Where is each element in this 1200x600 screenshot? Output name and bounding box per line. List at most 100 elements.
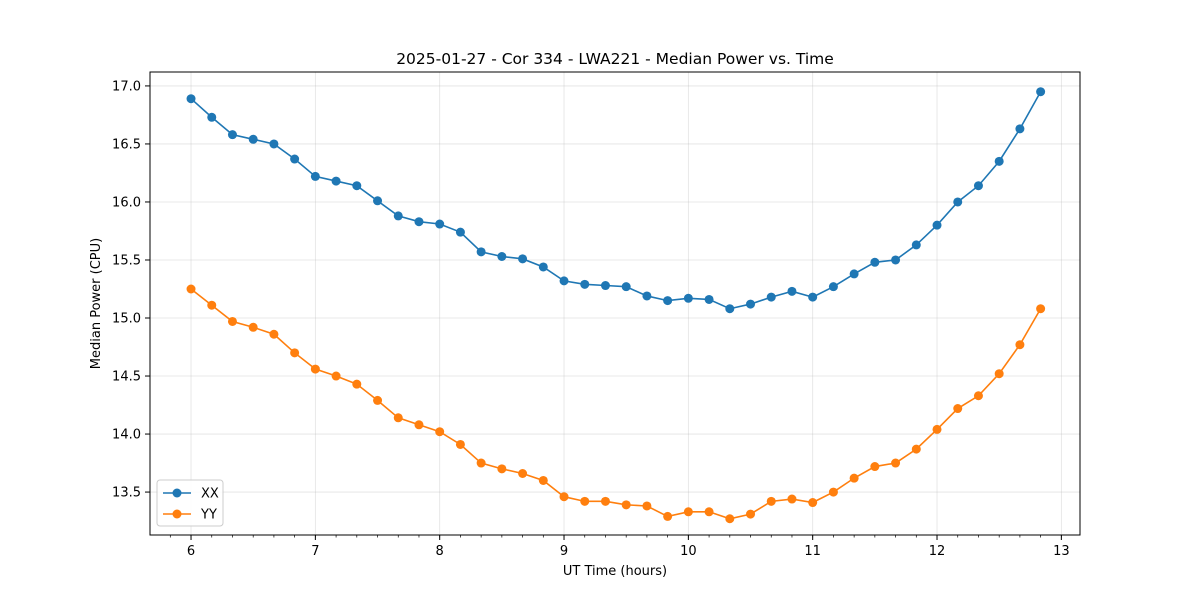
- data-point-xx: [497, 252, 507, 262]
- x-axis-label: UT Time (hours): [563, 564, 667, 579]
- data-point-xx: [476, 247, 486, 257]
- data-point-xx: [414, 217, 424, 227]
- chart-title: 2025-01-27 - Cor 334 - LWA221 - Median P…: [396, 50, 834, 68]
- data-point-xx: [1015, 124, 1025, 134]
- data-point-yy: [435, 427, 445, 437]
- x-tick-label: 8: [436, 544, 444, 559]
- data-point-xx: [600, 281, 610, 291]
- data-point-yy: [207, 300, 217, 310]
- data-point-yy: [538, 475, 548, 485]
- data-point-yy: [704, 507, 714, 517]
- data-point-yy: [994, 369, 1004, 379]
- data-point-xx: [559, 276, 569, 286]
- data-point-xx: [994, 156, 1004, 166]
- x-tick-label: 11: [804, 544, 821, 559]
- data-point-xx: [310, 171, 320, 181]
- legend: XX YY: [156, 479, 224, 527]
- data-point-xx: [455, 227, 465, 237]
- data-point-xx: [766, 292, 776, 302]
- series-line-xx: [190, 91, 1042, 310]
- data-point-xx: [746, 299, 756, 309]
- data-point-xx: [538, 262, 548, 272]
- data-point-yy: [227, 316, 237, 326]
- x-tick-label: 12: [929, 544, 946, 559]
- x-tick-label: 10: [680, 544, 697, 559]
- data-point-yy: [932, 424, 942, 434]
- x-tick-label: 13: [1053, 544, 1070, 559]
- data-point-yy: [186, 284, 196, 294]
- data-point-yy: [621, 500, 631, 510]
- data-point-yy: [891, 458, 901, 468]
- y-tick-label: 15.5: [112, 253, 141, 268]
- data-point-yy: [352, 379, 362, 389]
- x-axis-ticks: 6 7 8 9 10 11 12 13: [169, 535, 1070, 559]
- data-point-xx: [352, 181, 362, 191]
- grid: [150, 72, 1080, 535]
- data-point-yy: [373, 395, 383, 405]
- data-point-xx: [373, 196, 383, 206]
- data-point-yy: [414, 420, 424, 430]
- y-tick-label: 16.0: [112, 195, 141, 210]
- data-point-xx: [621, 282, 631, 292]
- data-point-yy: [973, 391, 983, 401]
- y-axis-ticks: 13.5 14.0 14.5 15.0 15.5 16.0 16.5 17.0: [112, 79, 150, 501]
- x-tick-label: 9: [560, 544, 568, 559]
- series-line-yy: [190, 288, 1042, 520]
- data-point-yy: [559, 492, 569, 502]
- data-point-xx: [435, 219, 445, 229]
- data-point-xx: [911, 240, 921, 250]
- data-point-yy: [808, 498, 818, 508]
- data-point-yy: [1015, 340, 1025, 350]
- data-point-yy: [849, 473, 859, 483]
- data-point-xx: [808, 292, 818, 302]
- y-tick-label: 13.5: [112, 486, 141, 501]
- data-point-xx: [186, 94, 196, 104]
- data-point-yy: [683, 507, 693, 517]
- data-point-yy: [497, 464, 507, 474]
- data-point-xx: [828, 282, 838, 292]
- data-point-xx: [580, 279, 590, 289]
- x-tick-label: 7: [311, 544, 319, 559]
- data-point-xx: [331, 176, 341, 186]
- data-point-yy: [290, 348, 300, 358]
- data-point-yy: [310, 364, 320, 374]
- legend-marker-yy: [172, 509, 182, 519]
- data-point-yy: [828, 487, 838, 497]
- data-point-xx: [787, 286, 797, 296]
- data-point-xx: [663, 296, 673, 306]
- data-point-xx: [725, 304, 735, 314]
- data-point-xx: [973, 181, 983, 191]
- data-point-yy: [746, 509, 756, 519]
- data-point-xx: [932, 220, 942, 230]
- data-point-yy: [787, 494, 797, 504]
- data-point-yy: [518, 468, 528, 478]
- data-point-yy: [476, 458, 486, 468]
- data-point-xx: [207, 112, 217, 122]
- legend-label-xx: XX: [201, 487, 219, 502]
- plot-area-frame: [149, 71, 1081, 536]
- data-point-xx: [683, 293, 693, 303]
- data-point-yy: [766, 496, 776, 506]
- data-point-xx: [1036, 87, 1046, 97]
- data-point-xx: [248, 134, 258, 144]
- data-point-yy: [248, 322, 258, 332]
- data-point-xx: [704, 294, 714, 304]
- data-point-xx: [227, 130, 237, 140]
- data-point-yy: [725, 514, 735, 524]
- data-point-xx: [953, 197, 963, 207]
- data-point-yy: [331, 371, 341, 381]
- y-tick-label: 17.0: [112, 79, 141, 94]
- legend-marker-xx: [172, 488, 182, 498]
- data-point-yy: [580, 496, 590, 506]
- data-point-yy: [1036, 304, 1046, 314]
- y-tick-label: 14.0: [112, 428, 141, 443]
- data-point-xx: [518, 254, 528, 264]
- data-point-yy: [600, 496, 610, 506]
- data-point-xx: [849, 269, 859, 279]
- data-point-xx: [269, 139, 279, 149]
- legend-label-yy: YY: [200, 508, 217, 523]
- y-axis-label: Median Power (CPU): [89, 238, 104, 369]
- data-point-yy: [663, 511, 673, 521]
- data-point-xx: [393, 211, 403, 221]
